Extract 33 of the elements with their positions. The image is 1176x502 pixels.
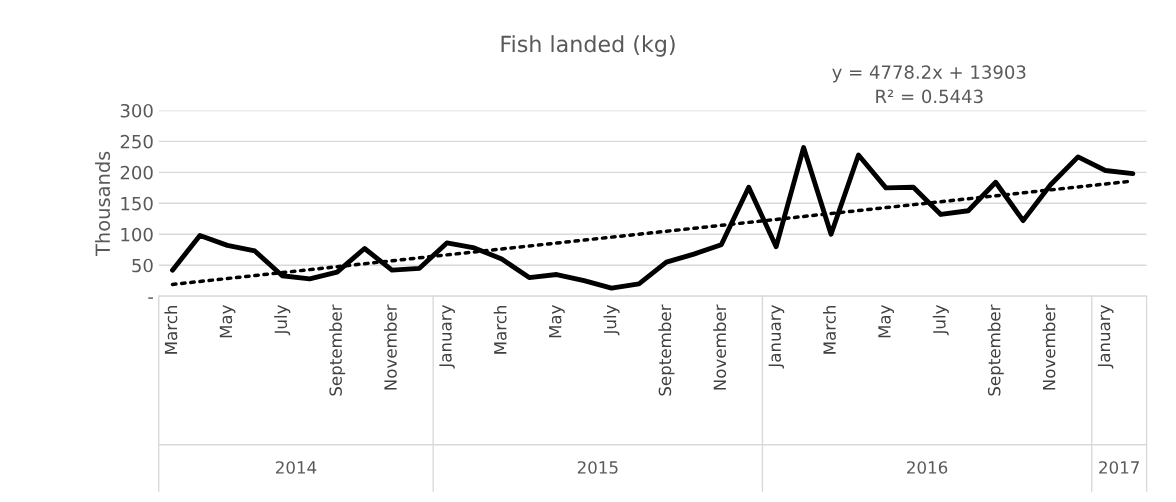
line-series <box>170 145 1136 291</box>
text: 2016 <box>907 461 948 474</box>
x-tick-label: July <box>274 305 291 336</box>
text: 2017 <box>1099 461 1139 474</box>
x-tick-label: January <box>1097 305 1114 369</box>
y-tick-label: 300 <box>120 103 153 118</box>
x-tick-label: November <box>1042 304 1056 390</box>
x-tick-label: July <box>603 305 620 336</box>
x-tick-label: September <box>329 304 346 396</box>
y-tick-label: 250 <box>120 134 153 149</box>
x-tick-label: January <box>439 305 455 369</box>
x-tick-label: March <box>493 305 507 354</box>
x-tick-label: May <box>878 305 894 338</box>
x-tick-label: May <box>219 305 236 338</box>
x-tick-label: September <box>987 304 1004 396</box>
x-tick-label: March <box>164 305 178 354</box>
y-tick-label: 50 <box>132 258 153 273</box>
x-tick-label: September <box>658 304 675 396</box>
y-axis-title: Thousands <box>95 151 111 256</box>
x-tick-label: November <box>713 304 727 390</box>
y-tick-label: 150 <box>121 196 153 211</box>
text: 2015 <box>577 461 618 474</box>
x-tick-label: November <box>383 304 397 390</box>
x-tick-label: January <box>768 305 785 369</box>
chart-title: Fish landed (kg) <box>501 35 675 57</box>
x-tick-label: July <box>932 305 949 336</box>
y-tick-label: 200 <box>120 165 153 180</box>
text: 2014 <box>275 461 317 474</box>
y-tick-label: - <box>148 297 154 299</box>
text: y = 4778.2x + 13903 R² = 0.5443 <box>832 65 1026 104</box>
x-tick-label: May <box>549 305 565 338</box>
x-tick-label: March <box>822 305 836 354</box>
y-tick-label: 100 <box>121 227 153 242</box>
